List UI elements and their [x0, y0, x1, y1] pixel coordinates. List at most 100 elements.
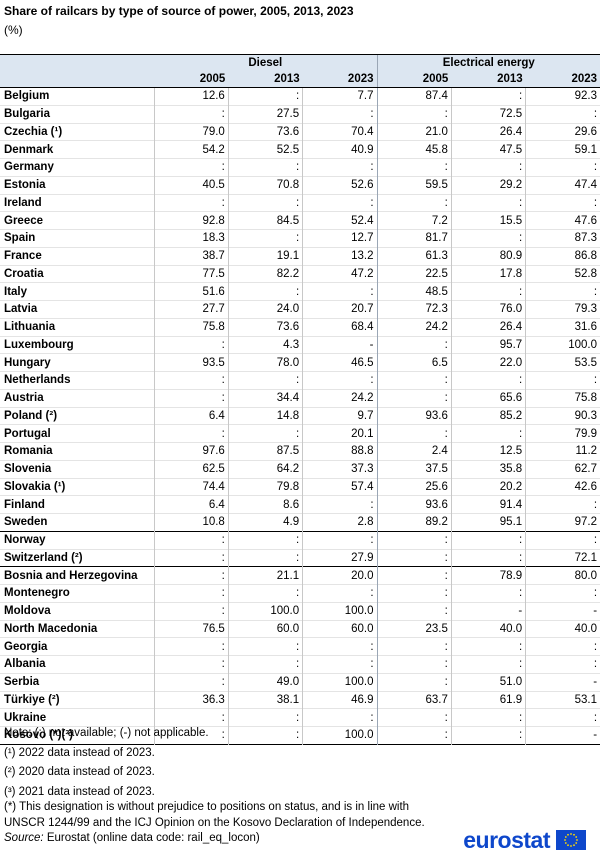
- value-cell: 24.2: [376, 318, 452, 336]
- value-cell: 6.5: [376, 353, 452, 372]
- value-cell: 27.5: [227, 105, 303, 123]
- country-label: North Macedonia: [4, 622, 98, 635]
- value-cell: :: [302, 708, 378, 727]
- value-cell: :: [227, 708, 303, 727]
- value-cell: -: [525, 726, 600, 745]
- value-cell: :: [153, 158, 229, 177]
- value-cell: 100.0: [302, 726, 378, 745]
- value-cell: 57.4: [302, 478, 378, 496]
- table-row: Kosovo (*)(³)::100.0:: -: [0, 726, 600, 745]
- value-cell: 74.4: [153, 478, 229, 496]
- value-cell: 60.0: [302, 620, 378, 638]
- value-cell: 62.5: [153, 460, 229, 478]
- value-cell: :: [153, 194, 229, 212]
- value-cell: :: [227, 194, 303, 212]
- value-cell: :: [525, 637, 600, 656]
- value-cell: :: [525, 655, 600, 674]
- value-cell: :: [153, 531, 229, 549]
- value-cell: 48.5: [376, 282, 452, 301]
- value-cell: 52.8: [525, 265, 600, 283]
- value-cell: :: [376, 584, 452, 603]
- country-label: Croatia: [4, 267, 44, 280]
- year-header: 2005: [154, 71, 229, 88]
- value-cell: 61.9: [450, 691, 526, 709]
- year-header: 2023: [302, 71, 378, 88]
- value-cell: 7.7: [302, 87, 378, 106]
- value-cell: 86.8: [525, 247, 600, 265]
- value-cell: 14.8: [227, 407, 303, 425]
- value-cell: 49.0: [227, 673, 303, 691]
- table-row: Bosnia and Herzegovina:21.1 20.0:78.9 80.0: [0, 566, 600, 585]
- table-row: North Macedonia 76.5 60.0 60.0 23.5 40.0 40.0: [0, 620, 600, 638]
- value-cell: :: [153, 424, 229, 443]
- value-cell: :: [153, 336, 229, 354]
- value-cell: 38.1: [227, 691, 303, 709]
- value-cell: 34.4: [227, 389, 303, 407]
- table-row: Belgium 12.6:7.7 87.4:92.3: [0, 87, 600, 106]
- value-cell: :: [302, 584, 378, 603]
- value-cell: :: [525, 282, 600, 301]
- value-cell: 20.1: [302, 424, 378, 443]
- value-cell: 76.0: [450, 300, 526, 319]
- data-table: Diesel Electrical energy 2005 2013 2023 …: [0, 54, 600, 745]
- country-label: Luxembourg: [4, 338, 74, 351]
- value-cell: 27.9: [302, 549, 378, 567]
- value-cell: :: [376, 655, 452, 674]
- corner-header-year: [0, 71, 154, 88]
- value-cell: 12.7: [302, 229, 378, 248]
- country-label: Italy: [4, 285, 28, 298]
- value-cell: -: [525, 602, 600, 620]
- value-cell: 52.4: [302, 211, 378, 230]
- value-cell: :: [525, 531, 600, 549]
- footnote-2: (²) 2020 data instead of 2023.: [4, 766, 155, 778]
- value-cell: :: [153, 673, 229, 691]
- value-cell: :: [153, 637, 229, 656]
- value-cell: 64.2: [227, 460, 303, 478]
- table-row: France 38.7 19.1 13.2 61.3 80.9 86.8: [0, 247, 600, 265]
- value-cell: :: [376, 158, 452, 177]
- value-cell: 81.7: [376, 229, 452, 248]
- value-cell: 90.3: [525, 407, 600, 425]
- value-cell: 79.8: [227, 478, 303, 496]
- value-cell: -: [302, 336, 378, 354]
- value-cell: :: [376, 637, 452, 656]
- value-cell: :: [525, 194, 600, 212]
- value-cell: 13.2: [302, 247, 378, 265]
- value-cell: 46.9: [302, 691, 378, 709]
- value-cell: :: [153, 602, 229, 620]
- table-row: Greece 92.8 84.5 52.4 7.2 15.5 47.6: [0, 211, 600, 230]
- value-cell: :: [227, 531, 303, 549]
- value-cell: 2.8: [302, 513, 378, 532]
- table-row: Denmark 54.2 52.5 40.9 45.8 47.5 59.1: [0, 140, 600, 159]
- value-cell: :: [153, 371, 229, 390]
- country-label: Slovakia (¹): [4, 480, 66, 493]
- value-cell: :: [376, 549, 452, 567]
- source-text: Eurostat (online data code: rail_eq_loco…: [43, 832, 260, 844]
- table-row: Switzerland (²)::27.9::72.1: [0, 549, 600, 567]
- value-cell: :: [450, 194, 526, 212]
- value-cell: 54.2: [153, 140, 229, 159]
- table-row: Moldova:100.0 100.0: - -: [0, 602, 600, 620]
- value-cell: :: [450, 708, 526, 727]
- value-cell: 91.4: [450, 495, 526, 514]
- country-label: Türkiye (²): [4, 693, 60, 706]
- value-cell: 51.6: [153, 282, 229, 301]
- value-cell: :: [450, 549, 526, 567]
- footnote-kosovo: (*) This designation is without prejudic…: [4, 801, 425, 829]
- country-label: Romania: [4, 445, 53, 458]
- country-label: Denmark: [4, 143, 54, 156]
- value-cell: :: [450, 158, 526, 177]
- country-label: Ireland: [4, 196, 42, 209]
- footnote-3: (³) 2021 data instead of 2023.: [4, 785, 155, 798]
- country-label: Latvia: [4, 303, 38, 316]
- value-cell: 62.7: [525, 460, 600, 478]
- value-cell: 52.6: [302, 176, 378, 194]
- value-cell: 73.6: [227, 123, 303, 141]
- flag-star-icon: [564, 842, 567, 844]
- value-cell: :: [153, 389, 229, 407]
- value-cell: 100.0: [302, 602, 378, 620]
- value-cell: 40.0: [450, 620, 526, 638]
- country-label: Portugal: [4, 427, 51, 440]
- value-cell: :: [376, 105, 452, 123]
- value-cell: 87.4: [376, 87, 452, 106]
